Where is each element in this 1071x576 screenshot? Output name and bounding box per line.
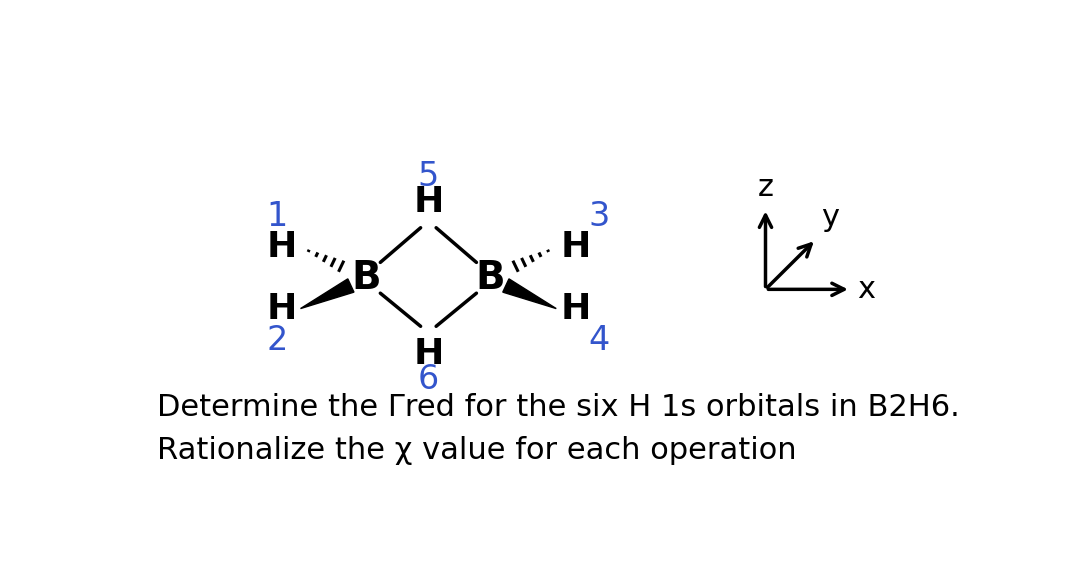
Text: z: z xyxy=(757,173,773,202)
Text: B: B xyxy=(351,259,381,297)
Text: y: y xyxy=(821,203,840,232)
Text: H: H xyxy=(560,230,590,264)
Text: H: H xyxy=(560,291,590,325)
Text: 1: 1 xyxy=(267,200,288,233)
Text: 6: 6 xyxy=(418,363,439,396)
Text: x: x xyxy=(857,275,875,304)
Text: 5: 5 xyxy=(418,160,439,192)
Text: 3: 3 xyxy=(588,200,609,233)
Text: H: H xyxy=(267,230,297,264)
Polygon shape xyxy=(502,279,556,309)
Text: Determine the Γred for the six H 1s orbitals in B2H6.
Rationalize the χ value fo: Determine the Γred for the six H 1s orbi… xyxy=(157,393,960,465)
Text: B: B xyxy=(476,259,506,297)
Text: H: H xyxy=(413,184,443,218)
Text: 4: 4 xyxy=(588,324,609,358)
Text: H: H xyxy=(267,291,297,325)
Text: 2: 2 xyxy=(267,324,288,358)
Text: H: H xyxy=(413,337,443,371)
Polygon shape xyxy=(301,279,353,309)
